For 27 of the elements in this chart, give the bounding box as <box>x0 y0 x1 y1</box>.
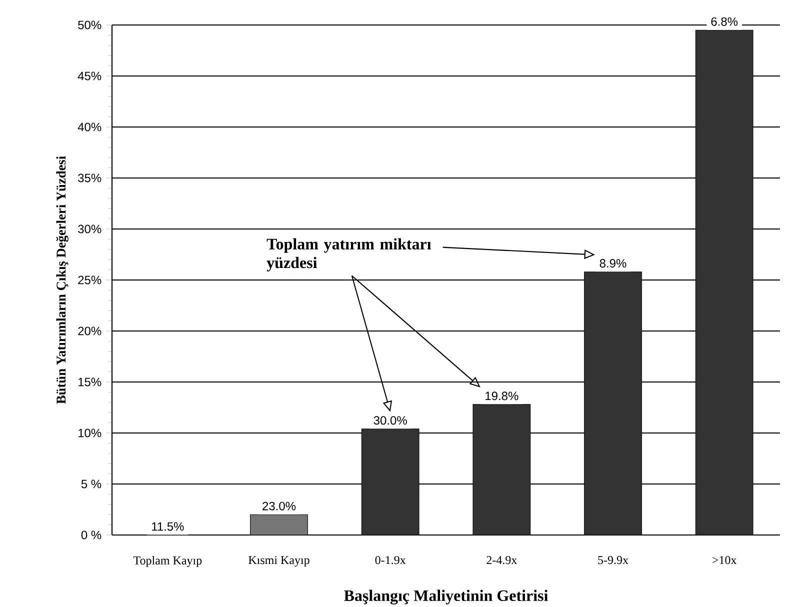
x-axis-title: Başlangıç Maliyetinin Getirisi <box>344 590 548 604</box>
x-tick-label: 0-1.9x <box>375 556 406 564</box>
annotation: 8.9% <box>600 259 626 268</box>
y-tick-label: 25% <box>78 276 102 284</box>
annotation: 11.5% <box>152 522 184 531</box>
annotation: Toplam yatırım miktarı yüzdesi <box>266 238 432 272</box>
x-tick-label: 5-9.9x <box>598 556 628 564</box>
y-tick-label: 45% <box>78 72 102 80</box>
x-tick-label: Kısmi Kayıp <box>248 556 310 567</box>
y-tick-label: 30% <box>78 224 102 234</box>
y-tick-label: 0 % <box>81 530 102 540</box>
y-tick-label: 20% <box>78 326 102 336</box>
y-tick-label: 50% <box>78 20 102 30</box>
annotation: 30.0% <box>374 416 407 425</box>
x-tick-label: >10x <box>712 556 737 564</box>
y-tick-label: 10% <box>78 428 102 438</box>
annotation: 6.8% <box>711 17 738 26</box>
x-tick-label: 2-4.9x <box>486 556 518 564</box>
y-tick-label: 15% <box>78 378 102 386</box>
annotation: 23.0% <box>262 502 296 510</box>
y-tick-label: 40% <box>78 122 102 132</box>
x-tick-label: Toplam Kayıp <box>133 556 202 567</box>
annotation: 19.8% <box>486 392 518 400</box>
y-tick-label: 5 % <box>81 480 102 488</box>
y-axis-title: Bütün Yatırımların Çıkış Değerleri Yüzdesi <box>56 156 68 404</box>
bar <box>250 514 308 536</box>
y-tick-label: 35% <box>78 174 102 182</box>
